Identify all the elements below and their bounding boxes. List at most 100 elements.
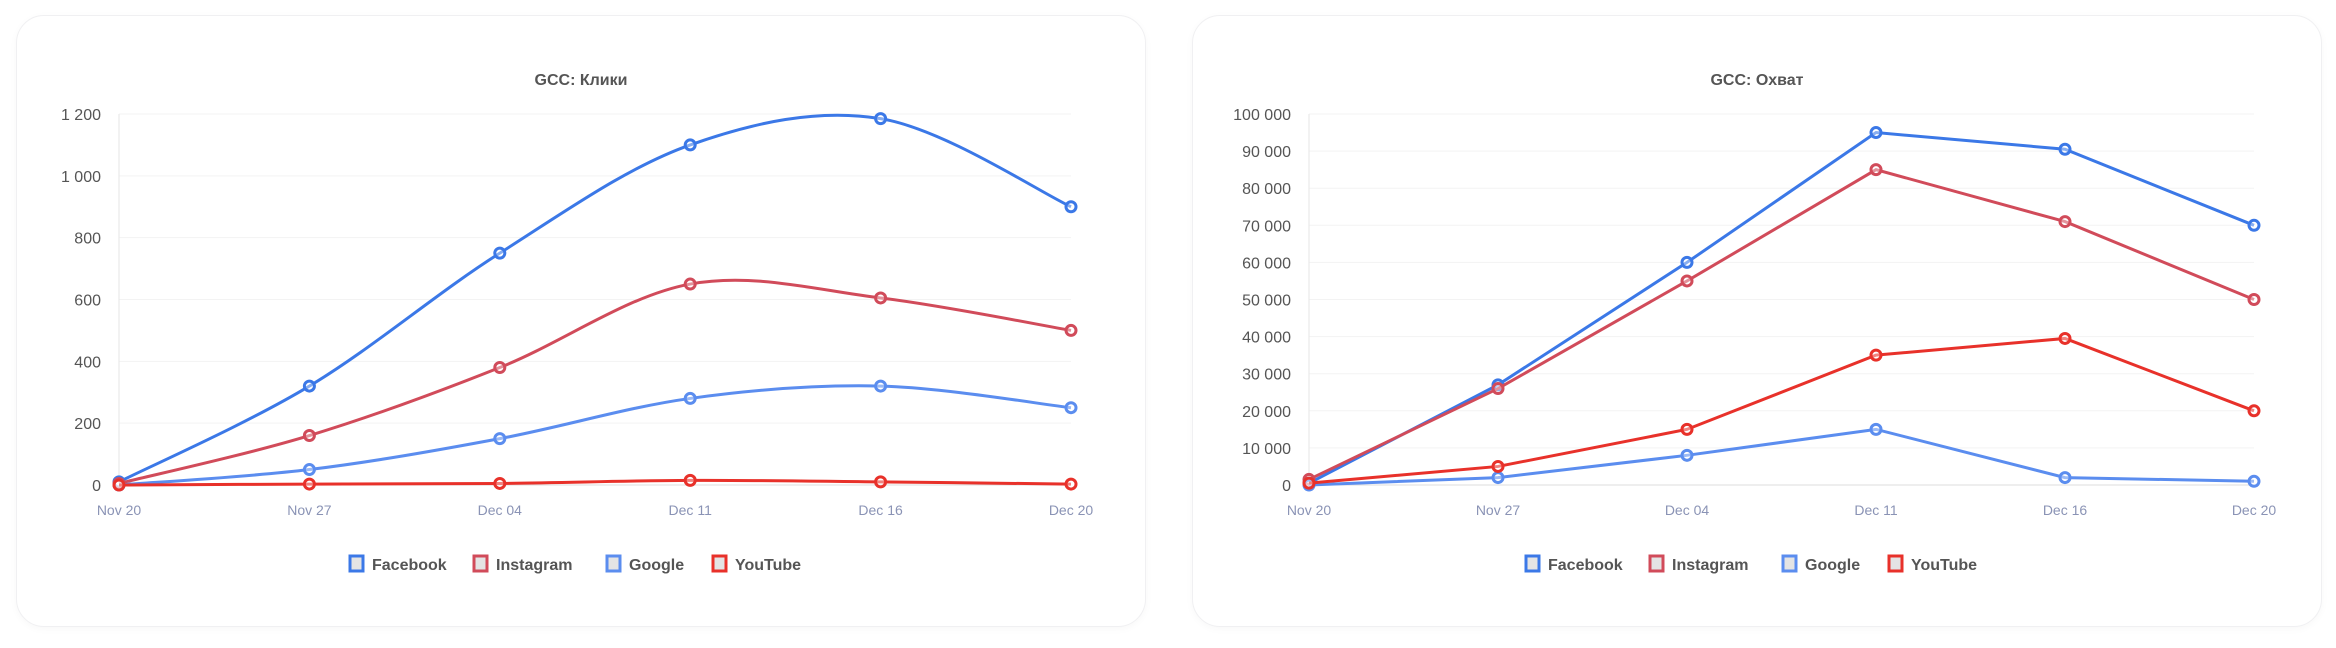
data-point-instagram: [2247, 293, 2261, 306]
legend-label: Google: [629, 557, 684, 574]
legend-swatch: [1648, 554, 1665, 573]
data-point-facebook: [1869, 126, 1883, 140]
data-point-instagram: [1869, 163, 1883, 177]
legend-swatch: [1887, 554, 1904, 573]
y-tick-label: 1 000: [61, 169, 101, 186]
legend-item-youtube: YouTube: [711, 554, 801, 574]
data-point-youtube: [1491, 459, 1505, 473]
data-point-instagram: [1491, 382, 1505, 396]
data-point-facebook: [2058, 142, 2072, 156]
data-point-youtube: [683, 473, 697, 487]
legend-swatch: [472, 554, 489, 573]
data-point-google: [1064, 401, 1078, 415]
x-tick-label: Dec 04: [478, 502, 523, 518]
data-point-instagram: [1064, 323, 1078, 337]
x-tick-label: Dec 20: [2232, 502, 2277, 518]
data-point-youtube: [874, 475, 888, 489]
x-tick-label: Nov 20: [97, 502, 142, 518]
series-line-google: [118, 384, 1072, 487]
data-point-google: [874, 379, 888, 393]
series-line-youtube: [118, 478, 1072, 487]
series-line-facebook: [118, 113, 1072, 484]
legend-item-google: Google: [1781, 554, 1860, 574]
x-tick-label: Dec 11: [669, 502, 713, 518]
y-tick-label: 600: [74, 293, 101, 310]
data-point-google: [1491, 471, 1505, 485]
legend-item-youtube: YouTube: [1887, 554, 1977, 574]
legend-item-facebook: Facebook: [348, 554, 447, 574]
data-point-facebook: [2247, 218, 2261, 232]
series-line-facebook: [1308, 131, 2255, 485]
legend-label: Facebook: [1548, 557, 1623, 574]
y-tick-label: 20 000: [1242, 404, 1291, 421]
legend-label: Facebook: [372, 557, 447, 574]
data-point-youtube: [2058, 331, 2072, 345]
y-tick-label: 40 000: [1242, 330, 1291, 347]
x-tick-label: Dec 16: [2043, 502, 2088, 518]
y-tick-label: 1 200: [61, 107, 101, 124]
y-tick-label: 800: [74, 231, 101, 248]
reach-chart-card: GCC: Охват 0 10 000 20 000 30 000 40 000 50 00…: [1192, 15, 2322, 627]
data-point-google: [2247, 474, 2261, 488]
legend-item-instagram: Instagram: [472, 554, 572, 574]
legend-label: Instagram: [1672, 557, 1748, 574]
legend-swatch: [711, 554, 728, 573]
reach-chart: GCC: Охват 0 10 000 20 000 30 000 40 000 50 00…: [1233, 72, 2277, 574]
data-point-facebook: [493, 246, 507, 260]
data-point-youtube: [1064, 477, 1078, 491]
legend-item-instagram: Instagram: [1648, 554, 1748, 574]
y-tick-label: 50 000: [1242, 293, 1291, 310]
legend-swatch: [1524, 554, 1541, 573]
data-point-google: [2058, 471, 2072, 485]
data-point-youtube: [1869, 348, 1883, 362]
data-point-instagram: [874, 291, 888, 305]
data-point-google: [1869, 422, 1883, 436]
y-tick-label: 60 000: [1242, 255, 1291, 272]
data-point-facebook: [874, 112, 888, 126]
data-point-instagram: [302, 429, 316, 443]
data-point-instagram: [1680, 274, 1694, 288]
data-point-youtube: [1302, 476, 1316, 490]
data-point-youtube: [2247, 404, 2261, 418]
legend-swatch: [1781, 554, 1798, 573]
data-point-google: [683, 391, 697, 405]
x-tick-label: Nov 27: [287, 502, 332, 518]
data-point-youtube: [1680, 422, 1694, 436]
data-point-google: [302, 463, 316, 477]
series-line-google: [1308, 427, 2255, 487]
clicks-chart: GCC: Клики 0 200 400 600 800 1 000 1 200 Nov 20 N…: [61, 72, 1094, 574]
x-tick-label: Dec 16: [858, 502, 903, 518]
legend-label: YouTube: [735, 557, 801, 574]
data-point-google: [493, 432, 507, 446]
x-tick-label: Dec 11: [1854, 502, 1898, 518]
chart-title: GCC: Охват: [1710, 72, 1803, 89]
data-point-youtube: [302, 477, 316, 491]
y-tick-label: 0: [92, 478, 101, 495]
series-line-instagram: [1308, 168, 2255, 481]
data-point-instagram: [493, 361, 507, 375]
legend-swatch: [605, 554, 622, 573]
x-tick-label: Nov 20: [1287, 502, 1332, 518]
data-point-instagram: [683, 277, 697, 291]
data-point-youtube: [112, 478, 126, 492]
clicks-chart-card: GCC: Клики 0 200 400 600 800 1 000 1 200 Nov 20 N…: [16, 15, 1146, 627]
y-tick-label: 70 000: [1242, 218, 1291, 235]
y-tick-label: 400: [74, 354, 101, 371]
data-point-facebook: [1064, 200, 1078, 214]
legend-swatch: [348, 554, 365, 573]
x-tick-label: Dec 04: [1665, 502, 1710, 518]
data-point-instagram: [2058, 215, 2072, 229]
data-point-facebook: [1680, 255, 1694, 269]
y-tick-label: 0: [1282, 478, 1291, 495]
legend-label: YouTube: [1911, 557, 1977, 574]
y-tick-label: 30 000: [1242, 367, 1291, 384]
data-point-facebook: [302, 379, 316, 393]
data-point-youtube: [493, 476, 507, 490]
series-line-instagram: [118, 278, 1072, 485]
legend-item-facebook: Facebook: [1524, 554, 1623, 574]
y-tick-label: 10 000: [1242, 441, 1291, 458]
legend-label: Instagram: [496, 557, 572, 574]
y-tick-label: 100 000: [1233, 107, 1291, 124]
y-tick-label: 200: [74, 416, 101, 433]
x-tick-label: Dec 20: [1049, 502, 1094, 518]
